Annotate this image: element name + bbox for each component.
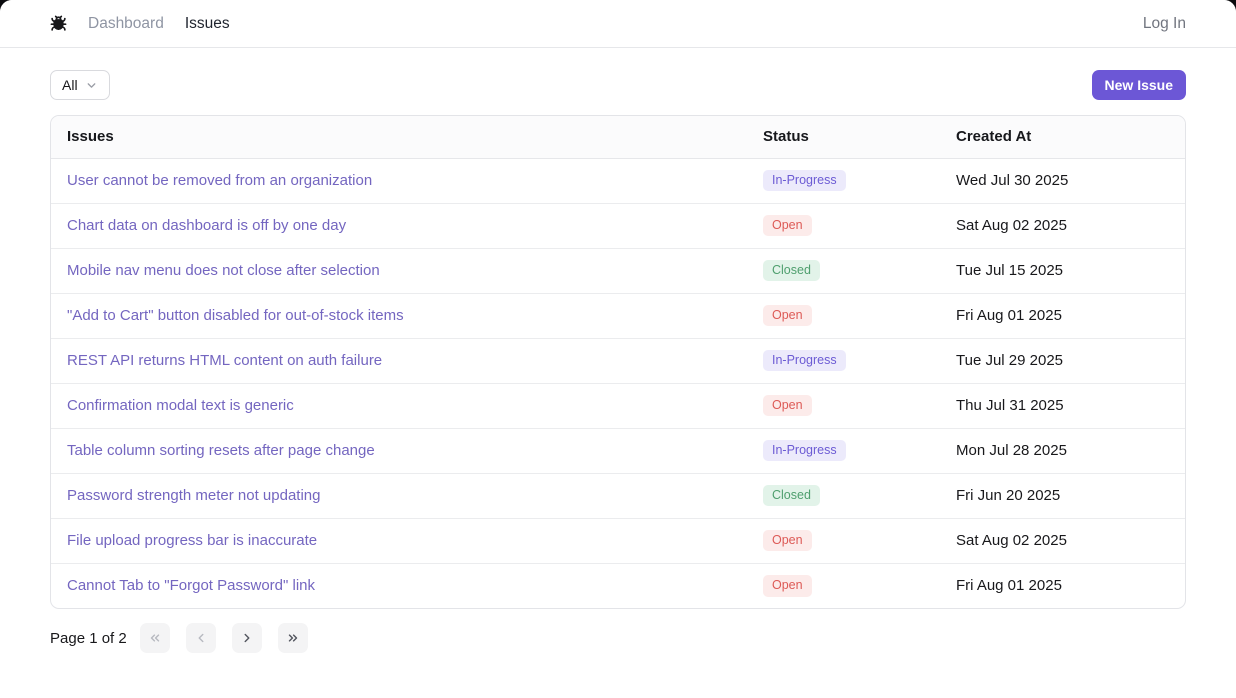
status-badge: Closed <box>763 484 820 507</box>
first-page-button[interactable] <box>139 623 170 653</box>
created-at-cell: Fri Aug 01 2025 <box>956 577 1062 595</box>
issue-title-link[interactable]: User cannot be removed from an organizat… <box>67 172 373 189</box>
issue-title-link[interactable]: Chart data on dashboard is off by one da… <box>67 217 347 234</box>
status-badge: Open <box>763 304 812 327</box>
nav-link-issues[interactable]: Issues <box>184 14 230 32</box>
status-badge: In-Progress <box>763 439 846 462</box>
issues-table-body: User cannot be removed from an organizat… <box>51 158 1185 608</box>
chevron-left-icon <box>198 633 204 643</box>
table-row: "Add to Cart" button disabled for out-of… <box>51 293 1185 339</box>
column-header-issues: Issues <box>51 116 747 159</box>
status-badge: Open <box>763 575 812 597</box>
column-header-created-at: Created At <box>940 116 1185 159</box>
navbar: Dashboard Issues Log In <box>0 0 1236 48</box>
toolbar: All New Issue <box>50 70 1186 100</box>
chevrons-right-icon <box>288 634 297 642</box>
issue-title-link[interactable]: File upload progress bar is inaccurate <box>67 532 318 549</box>
status-filter-value: All <box>62 77 78 93</box>
created-at-cell: Wed Jul 30 2025 <box>940 158 1185 204</box>
status-badge: Closed <box>763 259 820 282</box>
chevrons-left-icon <box>150 634 159 642</box>
issue-title-link[interactable]: REST API returns HTML content on auth fa… <box>67 352 383 369</box>
created-at-cell: Thu Jul 31 2025 <box>940 383 1185 429</box>
navbar-left: Dashboard Issues <box>50 15 230 33</box>
table-row: User cannot be removed from an organizat… <box>51 158 1185 204</box>
issue-title-link[interactable]: Mobile nav menu does not close after sel… <box>67 262 380 279</box>
main-content: All New Issue Issues Status Created At U… <box>0 48 1236 653</box>
created-at-cell: Tue Jul 29 2025 <box>940 338 1185 384</box>
created-at-cell: Sat Aug 02 2025 <box>940 518 1185 564</box>
issue-title-link[interactable]: Table column sorting resets after page c… <box>67 442 375 459</box>
login-link[interactable]: Log In <box>1142 14 1186 32</box>
chevron-right-icon <box>244 633 250 643</box>
table-row: Password strength meter not updating Clo… <box>51 473 1185 519</box>
issues-table: Issues Status Created At User cannot be … <box>51 116 1185 608</box>
column-header-status: Status <box>747 116 940 159</box>
nav-link-dashboard[interactable]: Dashboard <box>88 14 164 32</box>
pagination-label: Page 1 of 2 <box>50 629 127 647</box>
table-row: Cannot Tab to "Forgot Password" link Ope… <box>51 563 1185 608</box>
created-at-cell: Mon Jul 28 2025 <box>940 428 1185 474</box>
bug-icon[interactable] <box>50 15 67 32</box>
created-at-cell: Tue Jul 15 2025 <box>940 248 1185 294</box>
chevron-down-icon <box>85 79 98 92</box>
table-header-row: Issues Status Created At <box>51 116 1185 159</box>
status-badge: In-Progress <box>763 349 846 372</box>
created-at-cell: Sat Aug 02 2025 <box>940 203 1185 249</box>
status-badge: Open <box>763 214 812 237</box>
issue-title-link[interactable]: Confirmation modal text is generic <box>67 397 294 414</box>
status-badge: In-Progress <box>763 169 846 192</box>
pagination: Page 1 of 2 <box>50 623 1186 653</box>
issue-title-link[interactable]: Password strength meter not updating <box>67 487 321 504</box>
status-badge: Open <box>763 529 812 552</box>
status-filter-select[interactable]: All <box>50 70 110 100</box>
status-badge: Open <box>763 394 812 417</box>
table-row: REST API returns HTML content on auth fa… <box>51 338 1185 384</box>
issue-title-link[interactable]: Cannot Tab to "Forgot Password" link <box>67 577 315 595</box>
last-page-button[interactable] <box>277 623 308 653</box>
table-row: Mobile nav menu does not close after sel… <box>51 248 1185 294</box>
new-issue-button[interactable]: New Issue <box>1091 70 1186 100</box>
next-page-button[interactable] <box>231 623 262 653</box>
issues-table-card: Issues Status Created At User cannot be … <box>50 115 1186 609</box>
prev-page-button[interactable] <box>185 623 216 653</box>
created-at-cell: Fri Aug 01 2025 <box>940 293 1185 339</box>
issue-title-link[interactable]: "Add to Cart" button disabled for out-of… <box>67 307 404 324</box>
created-at-cell: Fri Jun 20 2025 <box>940 473 1185 519</box>
table-row: Confirmation modal text is generic Open … <box>51 383 1185 429</box>
table-row: Chart data on dashboard is off by one da… <box>51 203 1185 249</box>
table-row: File upload progress bar is inaccurate O… <box>51 518 1185 564</box>
table-row: Table column sorting resets after page c… <box>51 428 1185 474</box>
